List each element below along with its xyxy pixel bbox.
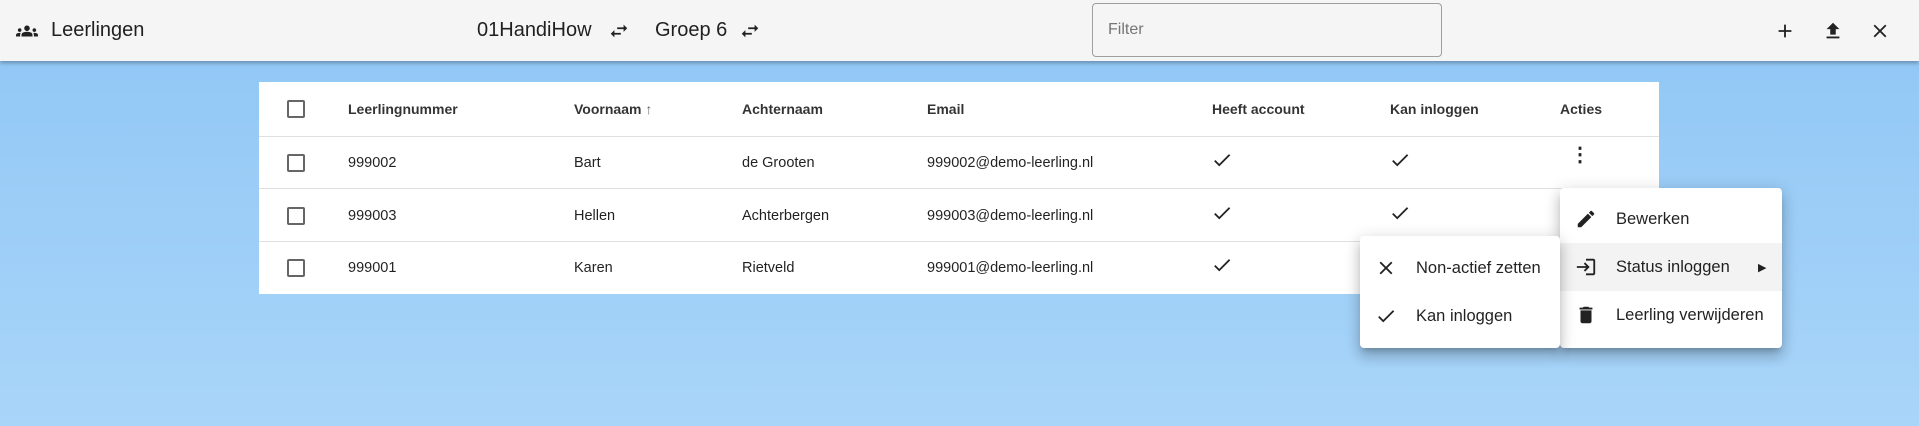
upload-icon[interactable] <box>1820 18 1846 44</box>
kan-inloggen-check-icon <box>1389 202 1411 228</box>
top-bar: Leerlingen 01HandiHow Groep 6 <box>0 0 1919 61</box>
cell-achternaam: Rietveld <box>742 260 795 276</box>
table-row: 999001 Karen Rietveld 999001@demo-leerli… <box>259 242 1659 294</box>
cell-email: 999003@demo-leerling.nl <box>927 207 1094 224</box>
select-all-checkbox[interactable] <box>287 100 305 118</box>
cell-email: 999002@demo-leerling.nl <box>927 155 1094 171</box>
menu-item-status-inloggen[interactable]: Status inloggen ▶ <box>1560 243 1782 291</box>
edit-icon <box>1574 207 1598 231</box>
col-voornaam-label: Voornaam <box>574 101 642 117</box>
cell-achternaam: de Grooten <box>742 155 815 171</box>
cell-leerlingnummer: 999002 <box>348 155 397 171</box>
submenu-item-kan-inloggen[interactable]: Kan inloggen <box>1360 292 1560 340</box>
students-table: Leerlingnummer Voornaam ↑ Achternaam Ema… <box>259 82 1659 294</box>
col-email[interactable]: Email <box>927 101 965 117</box>
actions-menu: Bewerken Status inloggen ▶ Leerling verw… <box>1560 188 1782 348</box>
more-actions-icon[interactable]: ⋮ <box>1570 144 1590 166</box>
table-row: 999002 Bart de Grooten 999002@demo-leerl… <box>259 137 1659 189</box>
swap-school-icon[interactable] <box>606 18 632 44</box>
delete-icon <box>1574 303 1598 327</box>
col-leerlingnummer[interactable]: Leerlingnummer <box>348 101 458 117</box>
cell-leerlingnummer: 999001 <box>348 260 397 276</box>
cell-voornaam: Bart <box>574 155 601 171</box>
menu-item-bewerken[interactable]: Bewerken <box>1560 195 1782 243</box>
submenu-item-label: Kan inloggen <box>1416 306 1513 325</box>
col-acties: Acties <box>1560 101 1603 117</box>
col-kan-inloggen[interactable]: Kan inloggen <box>1390 101 1479 117</box>
submenu-item-label: Non-actief zetten <box>1416 258 1541 277</box>
add-icon[interactable] <box>1772 18 1798 44</box>
people-icon <box>15 19 39 43</box>
menu-item-label: Bewerken <box>1616 209 1690 228</box>
heeft-account-check-icon <box>1211 149 1233 175</box>
kan-inloggen-check-icon <box>1389 149 1411 175</box>
close-icon <box>1374 256 1398 280</box>
row-checkbox[interactable] <box>287 206 305 225</box>
check-icon <box>1374 304 1398 328</box>
cell-email: 999001@demo-leerling.nl <box>927 260 1094 276</box>
page-title: Leerlingen <box>51 19 145 41</box>
row-checkbox[interactable] <box>287 154 305 172</box>
col-voornaam[interactable]: Voornaam ↑ <box>574 101 652 117</box>
table-row: 999003 Hellen Achterbergen 999003@demo-l… <box>259 190 1659 242</box>
swap-group-icon[interactable] <box>737 18 763 44</box>
school-name: 01HandiHow <box>477 19 592 41</box>
submenu-item-non-actief[interactable]: Non-actief zetten <box>1360 244 1560 292</box>
filter-input[interactable] <box>1092 3 1442 57</box>
row-checkbox[interactable] <box>287 259 305 277</box>
submenu-arrow-icon: ▶ <box>1758 261 1767 274</box>
heeft-account-check-icon <box>1211 202 1233 228</box>
login-icon <box>1574 255 1598 279</box>
cell-leerlingnummer: 999003 <box>348 207 397 224</box>
table-header: Leerlingnummer Voornaam ↑ Achternaam Ema… <box>259 82 1659 137</box>
sort-ascending-icon: ↑ <box>645 101 653 117</box>
heeft-account-check-icon <box>1211 254 1233 280</box>
group-name: Groep 6 <box>655 19 728 41</box>
status-submenu: Non-actief zetten Kan inloggen <box>1360 236 1560 348</box>
menu-item-label: Status inloggen <box>1616 257 1730 276</box>
close-icon[interactable] <box>1867 18 1893 44</box>
cell-voornaam: Karen <box>574 260 613 276</box>
cell-achternaam: Achterbergen <box>742 207 830 224</box>
col-achternaam[interactable]: Achternaam <box>742 101 823 117</box>
menu-item-label: Leerling verwijderen <box>1616 305 1764 324</box>
cell-voornaam: Hellen <box>574 207 616 224</box>
menu-item-verwijderen[interactable]: Leerling verwijderen <box>1560 291 1782 339</box>
col-heeft-account[interactable]: Heeft account <box>1212 101 1305 117</box>
